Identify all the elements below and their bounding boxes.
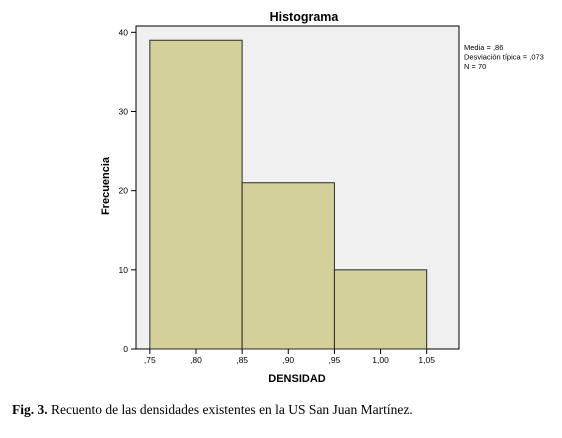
y-tick-label: 20 xyxy=(119,186,129,196)
stats-line: Desviación típica = ,073 xyxy=(464,53,544,62)
x-tick-label: ,85 xyxy=(236,355,248,365)
caption-label: Fig. 3. xyxy=(12,402,48,417)
axes-group: 0 10 20 30 40 ,75 ,80 ,85 ,90 ,95 1,00 1,05 xyxy=(119,27,436,365)
stats-line: Media = ,86 xyxy=(464,43,503,52)
x-tick-label: ,90 xyxy=(282,355,294,365)
caption-text: Recuento de las densidades existentes en… xyxy=(47,402,413,417)
x-tick-label: ,80 xyxy=(190,355,202,365)
y-tick-label: 30 xyxy=(119,107,129,117)
y-axis-label: Frecuencia xyxy=(100,156,112,215)
histogram-chart: Histograma 0 10 20 30 40 ,75 ,80 ,85 ,90 ,95 1,00 1… xyxy=(100,10,544,385)
y-tick-label: 0 xyxy=(123,344,128,354)
y-tick-label: 40 xyxy=(119,27,129,37)
stats-line: N = 70 xyxy=(464,62,486,71)
histogram-bar-2 xyxy=(241,182,335,350)
figure-caption: Fig. 3. Recuento de las densidades exist… xyxy=(12,402,552,418)
x-tick-label: ,75 xyxy=(144,355,156,365)
x-axis-label: DENSIDAD xyxy=(268,373,326,385)
y-tick-label: 10 xyxy=(119,265,129,275)
x-tick-label: 1,00 xyxy=(372,355,389,365)
x-tick-label: 1,05 xyxy=(418,355,435,365)
x-tick-label: ,95 xyxy=(329,355,341,365)
histogram-bar-1 xyxy=(149,39,243,350)
chart-title: Histograma xyxy=(270,10,340,24)
bars-group xyxy=(149,39,428,350)
histogram-bar-3 xyxy=(333,269,428,350)
